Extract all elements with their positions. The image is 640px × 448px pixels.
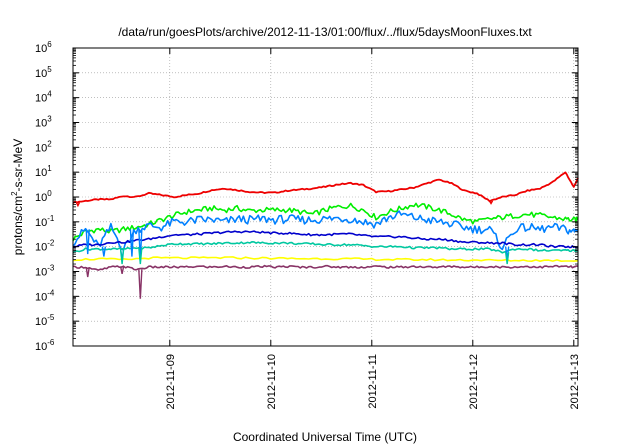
- y-tick-label: 10-1: [35, 214, 55, 229]
- series-dip: [129, 229, 135, 257]
- y-tick-label: 10-2: [35, 239, 55, 254]
- x-tick-label: 2012-11-12: [468, 354, 480, 409]
- y-tick-label: 102: [35, 139, 52, 154]
- y-tick-label: 10-4: [35, 288, 55, 303]
- series-dip: [85, 229, 90, 255]
- y-tick-label: 106: [35, 40, 52, 55]
- y-tick-label: 10-6: [35, 338, 55, 353]
- series-layer: [72, 171, 579, 299]
- grid: [73, 48, 578, 346]
- series-line: [72, 230, 579, 249]
- x-axis-label: Coordinated Universal Time (UTC): [233, 430, 417, 444]
- x-tick-label: 2012-11-13: [569, 354, 581, 409]
- series-line: [72, 210, 579, 251]
- series-dip: [119, 266, 125, 275]
- x-tick-label: 2012-11-09: [165, 354, 177, 409]
- y-tick-label: 105: [35, 65, 52, 80]
- y-tick-label: 103: [35, 115, 52, 130]
- series-line: [72, 171, 579, 204]
- y-tick-label: 104: [35, 90, 52, 105]
- y-tick-label: 10-3: [35, 264, 55, 279]
- x-tick-label: 2012-11-11: [367, 354, 379, 409]
- x-tick-label: 2012-11-10: [266, 354, 278, 409]
- series-dip: [138, 269, 143, 299]
- series-line: [72, 241, 579, 254]
- series-dip: [119, 249, 125, 265]
- series-dip: [488, 200, 494, 205]
- y-axis: 10-6 10-5 10-4 10-3 10-2 10-1 100 101 102 103 104 1…: [35, 40, 578, 353]
- series-dip: [138, 247, 143, 265]
- series-line: [72, 256, 579, 262]
- y-tick-label: 101: [35, 164, 52, 179]
- series-dip: [504, 252, 510, 265]
- x-axis: 2012-11-09 2012-11-10 2012-11-11 2012-11-12…: [165, 48, 581, 409]
- y-tick-label: 10-5: [35, 313, 55, 328]
- series-dip: [75, 202, 81, 208]
- series-dip: [101, 246, 107, 257]
- series-dip: [85, 267, 90, 278]
- series-line: [72, 202, 579, 242]
- y-axis-label: protons/cm2-s-sr-MeV: [10, 139, 25, 255]
- series-line: [72, 264, 579, 271]
- chart-title: /data/run/goesPlots/archive/2012-11-13/0…: [118, 25, 532, 39]
- y-tick-label: 100: [35, 189, 52, 204]
